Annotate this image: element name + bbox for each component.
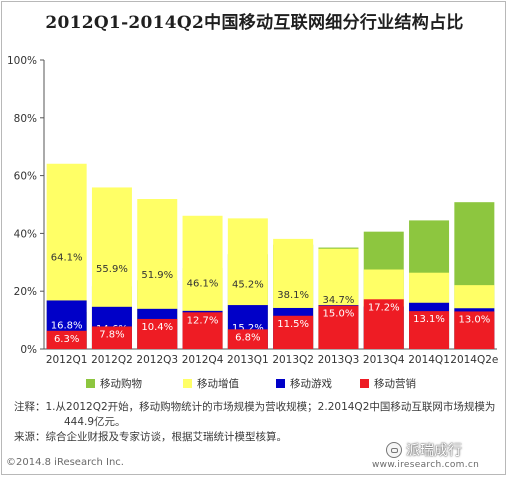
data-label: 7.8% — [99, 329, 124, 340]
bar-segment — [318, 305, 359, 349]
x-tick-label: 2012Q3 — [136, 354, 178, 366]
data-label: 17.2% — [368, 302, 400, 313]
chart-title: 2012Q1-2014Q2中国移动互联网细分行业结构占比 — [45, 13, 464, 33]
y-tick-label: 0% — [20, 344, 37, 356]
y-tick-label: 60% — [14, 171, 37, 183]
legend-item-shopping: 移动购物 — [86, 376, 142, 391]
bar-segment — [46, 330, 87, 349]
legend-swatch-shopping — [86, 379, 95, 388]
data-label: 46.1% — [187, 278, 219, 289]
y-tick-label: 40% — [14, 228, 37, 240]
data-label: 15.2% — [232, 323, 264, 334]
data-label: 11.5% — [277, 319, 309, 330]
source-line: 来源：综合企业财报及专家访谈，根据艾瑞统计模型核算。 — [14, 431, 287, 443]
data-label: 6.8% — [235, 332, 260, 343]
legend-swatch-games — [276, 379, 285, 388]
chart-notes: 注释：1.从2012Q2开始，移动购物统计的市场规模为营收规模；2.2014Q2… — [14, 400, 500, 445]
bar-segment — [137, 318, 178, 349]
bar-segment — [273, 315, 314, 349]
bar-segment — [454, 311, 495, 349]
data-label: 13.1% — [413, 314, 445, 325]
source-url: www.iresearch.com.cn — [372, 460, 480, 470]
wechat-icon — [386, 442, 402, 458]
y-tick-label: 100% — [7, 55, 37, 67]
data-label: 16.8% — [51, 321, 83, 332]
legend-label-value-added: 移动增值 — [197, 378, 239, 390]
data-label: 64.1% — [51, 252, 83, 263]
legend-item-value-added: 移动增值 — [183, 376, 239, 391]
x-tick-label: 2014Q2e — [450, 354, 498, 366]
data-label: 45.2% — [232, 280, 264, 291]
legend-label-shopping: 移动购物 — [100, 378, 142, 390]
bar-segment — [91, 326, 132, 349]
data-label: 15.0% — [323, 309, 355, 320]
data-label: 12.7% — [187, 315, 219, 326]
chart-legend: 移动购物 移动增值 移动游戏 移动营销 — [0, 376, 509, 392]
x-tick-label: 2013Q1 — [227, 354, 269, 366]
note-line-1: 注释：1.从2012Q2开始，移动购物统计的市场规模为营收规模；2.2014Q2… — [14, 401, 496, 413]
bar-segment — [227, 329, 268, 349]
bar-segment — [182, 312, 223, 349]
watermark-text: 派瑞成行 — [406, 443, 462, 459]
data-label: 6.3% — [54, 334, 79, 345]
legend-item-marketing: 移动营销 — [360, 376, 416, 391]
legend-item-games: 移动游戏 — [276, 376, 332, 391]
note-line-2: 444.9亿元。 — [64, 416, 126, 428]
watermark: 派瑞成行 — [386, 440, 462, 460]
data-label: 10.4% — [141, 322, 173, 333]
bar-segment — [409, 311, 450, 349]
data-label: 38.1% — [277, 290, 309, 301]
x-tick-label: 2013Q2 — [272, 354, 314, 366]
legend-label-marketing: 移动营销 — [374, 378, 416, 390]
x-tick-label: 2012Q2 — [91, 354, 133, 366]
x-tick-label: 2012Q4 — [182, 354, 224, 366]
data-label: 51.9% — [141, 270, 173, 281]
x-tick-label: 2013Q3 — [318, 354, 360, 366]
data-label: 13.0% — [458, 314, 490, 325]
copyright-text: ©2014.8 iResearch Inc. — [6, 457, 124, 468]
y-tick-label: 80% — [14, 113, 37, 125]
y-tick-label: 20% — [14, 286, 37, 298]
legend-label-games: 移动游戏 — [290, 378, 332, 390]
data-label: 55.9% — [96, 264, 128, 275]
data-label: 34.7% — [323, 295, 355, 306]
legend-swatch-value-added — [183, 379, 192, 388]
legend-swatch-marketing — [360, 379, 369, 388]
x-tick-label: 2013Q4 — [363, 354, 405, 366]
bar-segment — [363, 299, 404, 349]
x-tick-label: 2012Q1 — [46, 354, 88, 366]
x-tick-label: 2014Q1 — [408, 354, 450, 366]
